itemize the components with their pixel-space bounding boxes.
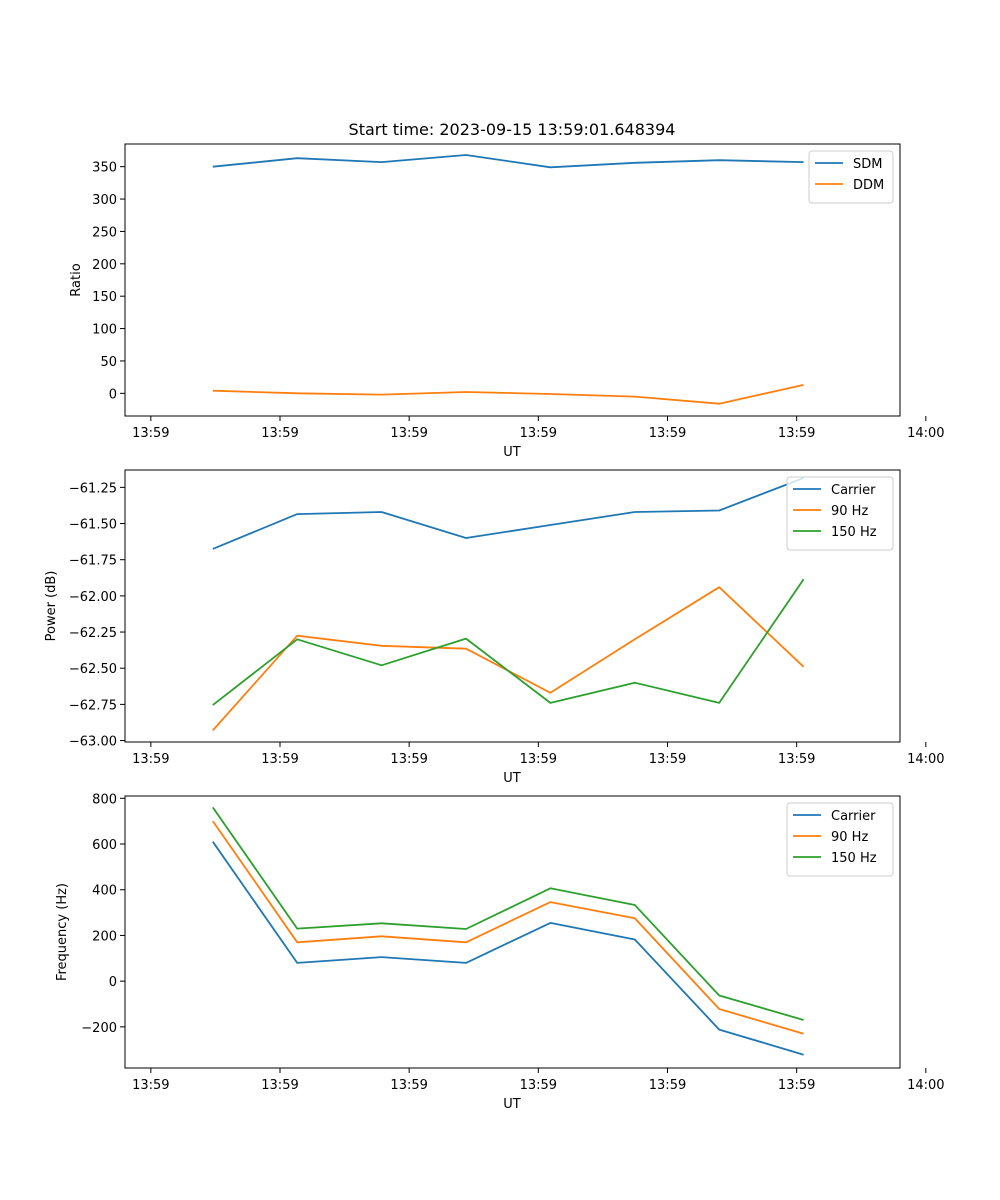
y-axis-label: Frequency (Hz) bbox=[55, 883, 70, 981]
legend-label: 90 Hz bbox=[831, 830, 868, 845]
x-tick-label: 14:00 bbox=[907, 752, 944, 767]
x-tick-label: 13:59 bbox=[649, 426, 686, 441]
y-tick-label: 350 bbox=[92, 161, 117, 176]
x-axis-label: UT bbox=[503, 1097, 521, 1112]
y-tick-label: 250 bbox=[92, 225, 117, 240]
x-tick-label: 13:59 bbox=[132, 752, 169, 767]
plot-frame bbox=[124, 143, 901, 417]
y-tick-label: 600 bbox=[92, 838, 117, 853]
legend-label: 150 Hz bbox=[831, 851, 877, 866]
x-axis-label: UT bbox=[503, 771, 521, 786]
ratio-plot-area: 13:59 13:59 13:59 13:59 13:59 13:59 14:00 0 50 10… bbox=[92, 143, 945, 441]
x-tick-label: 13:59 bbox=[261, 1078, 298, 1093]
series-line bbox=[212, 841, 804, 1056]
legend-box bbox=[808, 150, 894, 204]
series-line bbox=[212, 384, 804, 405]
legend: SDM DDM bbox=[808, 150, 894, 204]
x-tick-label: 14:00 bbox=[907, 426, 944, 441]
x-tick-label: 13:59 bbox=[520, 1078, 557, 1093]
series-line bbox=[212, 806, 804, 1021]
x-axis-label: UT bbox=[503, 445, 521, 460]
legend-label: 90 Hz bbox=[831, 504, 868, 519]
power-panel: 13:59 13:59 13:59 13:59 13:59 13:59 14:00 −63.0… bbox=[44, 469, 945, 786]
y-axis-label: Ratio bbox=[69, 263, 84, 296]
x-tick-label: 13:59 bbox=[390, 426, 427, 441]
y-tick-label: 100 bbox=[92, 323, 117, 338]
plot-frame bbox=[124, 469, 901, 743]
legend-label: SDM bbox=[853, 157, 882, 172]
y-tick-label: −61.25 bbox=[69, 481, 117, 496]
y-tick-label: 400 bbox=[92, 884, 117, 899]
y-tick-label: −62.75 bbox=[69, 698, 117, 713]
y-tick-label: 800 bbox=[92, 792, 117, 807]
x-tick-label: 13:59 bbox=[649, 752, 686, 767]
y-tick-label: 200 bbox=[92, 929, 117, 944]
series-line bbox=[212, 578, 805, 706]
x-tick-label: 13:59 bbox=[649, 1078, 686, 1093]
frequency-plot-area: 13:59 13:59 13:59 13:59 13:59 13:59 14:00 −200 0… bbox=[81, 792, 944, 1093]
legend-label: DDM bbox=[853, 178, 884, 193]
legend-label: Carrier bbox=[831, 483, 876, 498]
y-tick-label: −62.00 bbox=[69, 590, 117, 605]
legend-label: 150 Hz bbox=[831, 525, 877, 540]
y-axis-label: Power (dB) bbox=[44, 571, 59, 642]
y-tick-label: −62.50 bbox=[69, 662, 117, 677]
y-tick-label: −61.75 bbox=[69, 554, 117, 569]
plot-frame bbox=[124, 795, 901, 1069]
y-tick-label: 0 bbox=[109, 387, 117, 402]
y-tick-label: −200 bbox=[81, 1021, 117, 1036]
y-tick-label: 300 bbox=[92, 193, 117, 208]
x-tick-label: 13:59 bbox=[778, 426, 815, 441]
y-tick-label: 200 bbox=[92, 258, 117, 273]
series-line bbox=[212, 154, 804, 169]
x-tick-label: 13:59 bbox=[520, 752, 557, 767]
y-tick-label: 150 bbox=[92, 290, 117, 305]
x-tick-label: 13:59 bbox=[778, 1078, 815, 1093]
legend: Carrier 90 Hz 150 Hz bbox=[786, 802, 894, 877]
series-line bbox=[212, 477, 804, 550]
ratio-panel: Start time: 2023-09-15 13:59:01.648394 1… bbox=[69, 120, 945, 460]
x-tick-label: 13:59 bbox=[520, 426, 557, 441]
y-tick-label: −62.25 bbox=[69, 626, 117, 641]
x-tick-label: 13:59 bbox=[778, 752, 815, 767]
x-tick-label: 13:59 bbox=[261, 426, 298, 441]
frequency-panel: 13:59 13:59 13:59 13:59 13:59 13:59 14:00 −200 0… bbox=[55, 792, 945, 1112]
x-tick-label: 13:59 bbox=[132, 426, 169, 441]
y-tick-label: −63.00 bbox=[69, 735, 117, 750]
y-tick-label: 50 bbox=[100, 355, 117, 370]
legend: Carrier 90 Hz 150 Hz bbox=[786, 476, 894, 551]
series-line bbox=[212, 820, 804, 1035]
y-tick-label: 0 bbox=[109, 975, 117, 990]
power-plot-area: 13:59 13:59 13:59 13:59 13:59 13:59 14:00 −63.0… bbox=[69, 469, 945, 767]
x-tick-label: 13:59 bbox=[390, 1078, 427, 1093]
x-tick-label: 13:59 bbox=[132, 1078, 169, 1093]
legend-label: Carrier bbox=[831, 809, 876, 824]
chart-title: Start time: 2023-09-15 13:59:01.648394 bbox=[349, 120, 676, 139]
x-tick-label: 13:59 bbox=[261, 752, 298, 767]
x-tick-label: 13:59 bbox=[390, 752, 427, 767]
y-tick-label: −61.50 bbox=[69, 518, 117, 533]
x-tick-label: 14:00 bbox=[907, 1078, 944, 1093]
